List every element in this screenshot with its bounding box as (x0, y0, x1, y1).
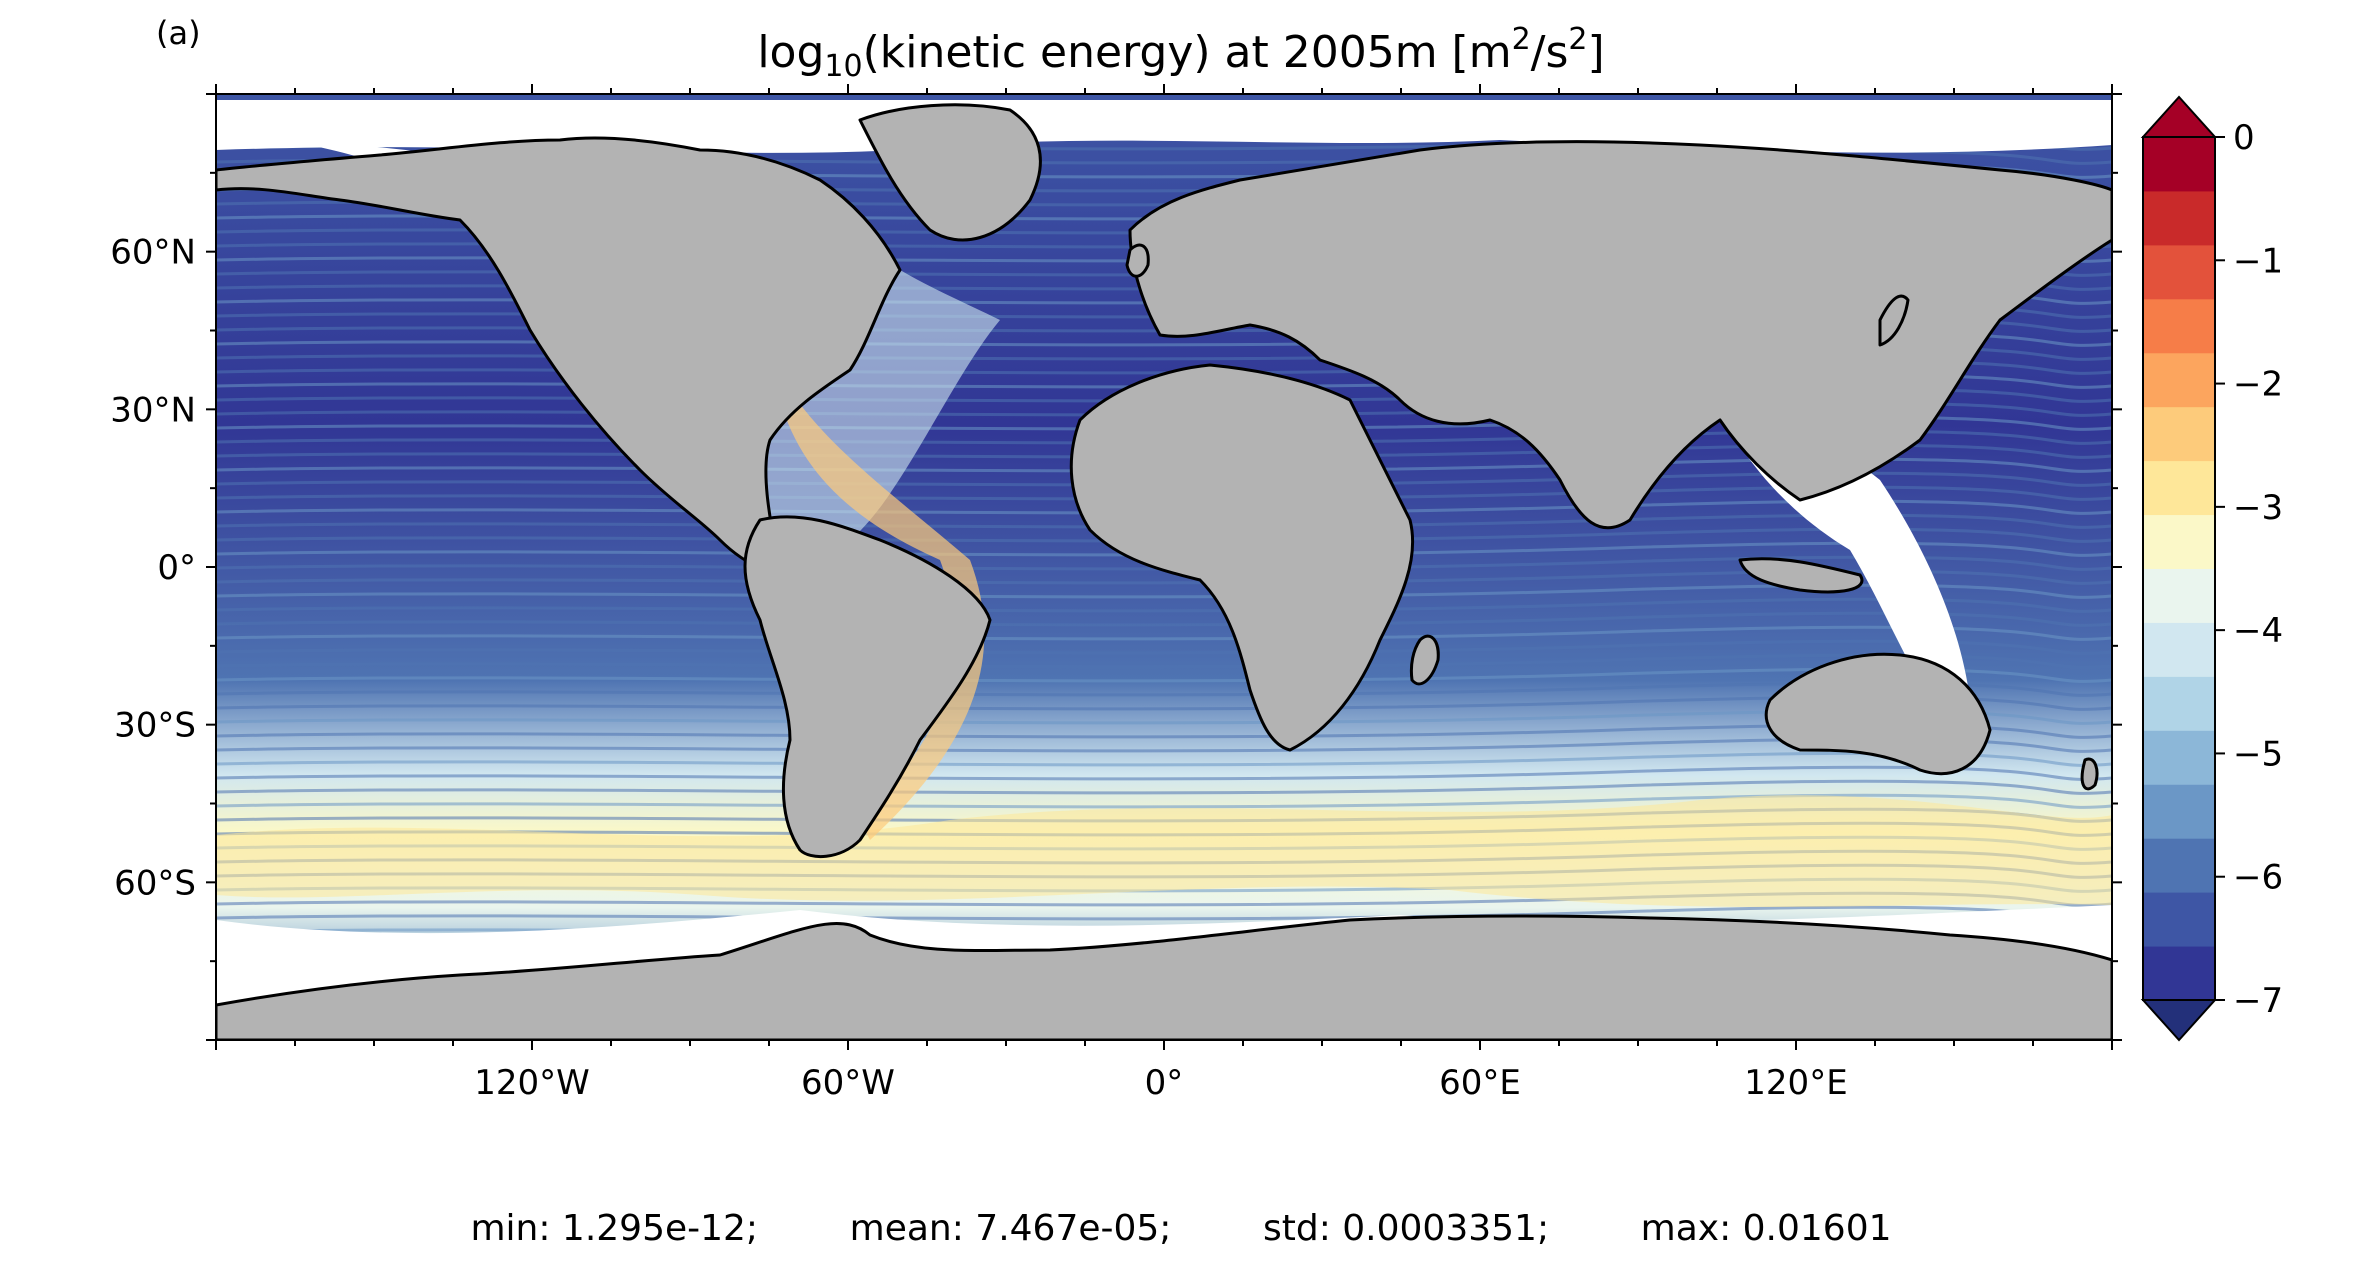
title-sup2: 2 (1568, 22, 1588, 57)
colorbar-tick-label: −4 (2233, 611, 2283, 651)
world-map (216, 94, 2112, 1040)
colorbar-segment (2143, 676, 2215, 731)
colorbar-segment (2143, 406, 2215, 462)
colorbar-segment (2143, 298, 2215, 354)
land-madagascar (1409, 634, 1440, 686)
ocean-streak (216, 415, 2112, 431)
land-japan (1878, 294, 1910, 347)
ocean-streak (216, 709, 2112, 725)
colorbar-tick-label: 0 (2233, 118, 2255, 158)
colorbar-segment (2143, 946, 2215, 1001)
land-africa (1069, 363, 1415, 752)
ocean-streak (216, 471, 2112, 487)
stat-max: max: 0.01601 (1640, 1208, 1892, 1249)
title-subscript: 10 (824, 49, 863, 84)
title-slash: /s (1530, 27, 1569, 78)
title-prefix: log (757, 27, 825, 78)
stat-min: min: 1.295e-12; (470, 1208, 759, 1249)
ocean-streak (216, 457, 2112, 473)
colorbar-segment (2143, 892, 2215, 947)
y-tick-label: 60°S (114, 863, 196, 903)
stat-mean: mean: 7.467e-05; (849, 1208, 1172, 1249)
ocean-streak (216, 625, 2112, 641)
land-indonesia (1738, 557, 1864, 594)
circumpolar-band (216, 795, 2112, 907)
y-tick-label: 30°S (114, 706, 196, 746)
stats-bar: min: 1.295e-12; mean: 7.467e-05; std: 0.… (0, 1208, 2362, 1249)
ocean-streak (216, 611, 2112, 627)
colorbar-tick-label: −5 (2233, 734, 2283, 774)
boundary-current (780, 390, 985, 840)
x-tick-label: 120°W (474, 1063, 590, 1103)
ocean-streak (216, 765, 2112, 781)
ocean-streak (216, 443, 2112, 459)
ocean-streak (216, 555, 2112, 571)
ocean-streak (216, 681, 2112, 697)
ocean-streak (216, 779, 2112, 795)
colorbar-frame (2142, 136, 2216, 1001)
ocean-streak (216, 597, 2112, 613)
colorbar-tick-label: −7 (2233, 981, 2283, 1021)
panel-label: (a) (156, 14, 201, 52)
x-tick-label: 60°E (1439, 1063, 1521, 1103)
ocean-streak (216, 569, 2112, 585)
land-eurasia (1128, 140, 2112, 530)
map-title: log10(kinetic energy) at 2005m [m2/s2] (0, 22, 2362, 84)
colorbar-segment (2143, 460, 2215, 516)
colorbar-segment (2143, 838, 2215, 893)
colorbar-segment (2143, 190, 2215, 246)
colorbar-segment (2143, 244, 2215, 300)
land-new-zealand (2080, 757, 2099, 791)
ocean-streak (216, 723, 2112, 739)
land-greenland (858, 103, 1042, 242)
colorbar-tick-label: −3 (2233, 488, 2283, 528)
ocean-streak (216, 793, 2112, 809)
ocean-streak (216, 499, 2112, 515)
land-antarctica (216, 914, 2112, 1040)
ocean-streak (216, 513, 2112, 529)
ocean-streak (216, 541, 2112, 557)
colorbar: 0 −1 −2 −3 −4 −5 −6 −7 (2140, 95, 2283, 1042)
colorbar-segment (2143, 622, 2215, 677)
ocean-streak (216, 429, 2112, 445)
land-north-america (216, 136, 902, 577)
ocean-streak (216, 751, 2112, 767)
title-sup1: 2 (1511, 22, 1531, 57)
ocean-streak (216, 653, 2112, 669)
colorbar-segment (2143, 137, 2215, 192)
colorbar-extend-min (2140, 999, 2218, 1042)
colorbar-extend-max (2140, 95, 2218, 138)
ocean-streak (216, 527, 2112, 543)
ocean-streak (216, 667, 2112, 683)
x-tick-label: 120°E (1744, 1063, 1847, 1103)
colorbar-segment (2143, 352, 2215, 408)
ocean-streak (216, 485, 2112, 501)
x-axis-ticks: 120°W 60°W 0° 60°E 120°E (215, 84, 2113, 1103)
colorbar-segment (2143, 568, 2215, 623)
y-tick-label: 60°N (110, 233, 196, 273)
title-middle: (kinetic energy) at 2005m [m (862, 27, 1512, 78)
land-australia (1764, 652, 1992, 776)
x-tick-label: 0° (1145, 1063, 1184, 1103)
colorbar-tick-label: −6 (2233, 858, 2283, 898)
colorbar-tick-label: −2 (2233, 365, 2283, 405)
land-uk (1125, 243, 1150, 278)
colorbar-segment (2143, 514, 2215, 569)
y-tick-label: 30°N (110, 390, 196, 430)
ocean-streak (216, 695, 2112, 711)
land-masses (216, 103, 2112, 1040)
ocean-streak (216, 737, 2112, 753)
colorbar-tick-label: −1 (2233, 241, 2283, 281)
stat-std: std: 0.0003351; (1262, 1208, 1550, 1249)
land-south-america (743, 515, 992, 859)
ocean-streak (216, 583, 2112, 599)
x-tick-label: 60°W (801, 1063, 895, 1103)
title-suffix: ] (1587, 27, 1605, 78)
y-tick-label: 0° (157, 548, 196, 588)
colorbar-segment (2143, 784, 2215, 839)
colorbar-segment (2143, 730, 2215, 785)
y-axis-ticks: 60°N 30°N 0° 30°S 60°S (110, 93, 2122, 1041)
